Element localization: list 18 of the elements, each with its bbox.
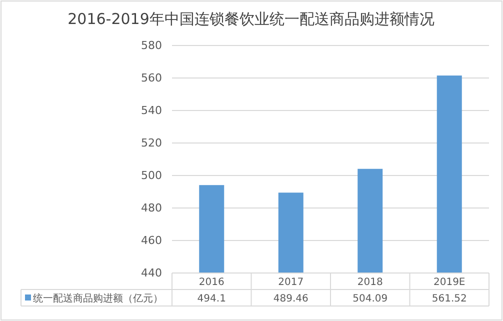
x-tick-label: 2016 [198, 277, 224, 288]
y-tick-label: 520 [141, 136, 162, 150]
data-label: 494.1 [197, 294, 226, 304]
y-tick-label: 540 [141, 104, 162, 118]
data-label: 489.46 [273, 294, 308, 304]
chart-title: 2016-2019年中国连锁餐饮业统一配送商品购进额情况 [68, 10, 434, 28]
x-tick-label: 2017 [278, 277, 304, 288]
y-tick-label: 560 [141, 72, 162, 85]
y-tick-label: 460 [141, 234, 162, 248]
y-tick-label: 580 [141, 39, 162, 52]
data-label: 504.09 [352, 294, 388, 304]
y-tick-label: 500 [141, 169, 162, 182]
legend-label: 统一配送商品购进额（亿元） [33, 292, 163, 304]
x-tick-label: 2019E [433, 277, 466, 288]
y-tick-label: 480 [141, 202, 162, 215]
data-label: 561.52 [432, 294, 467, 304]
y-tick-label: 440 [141, 266, 162, 280]
x-tick-label: 2018 [357, 277, 383, 288]
